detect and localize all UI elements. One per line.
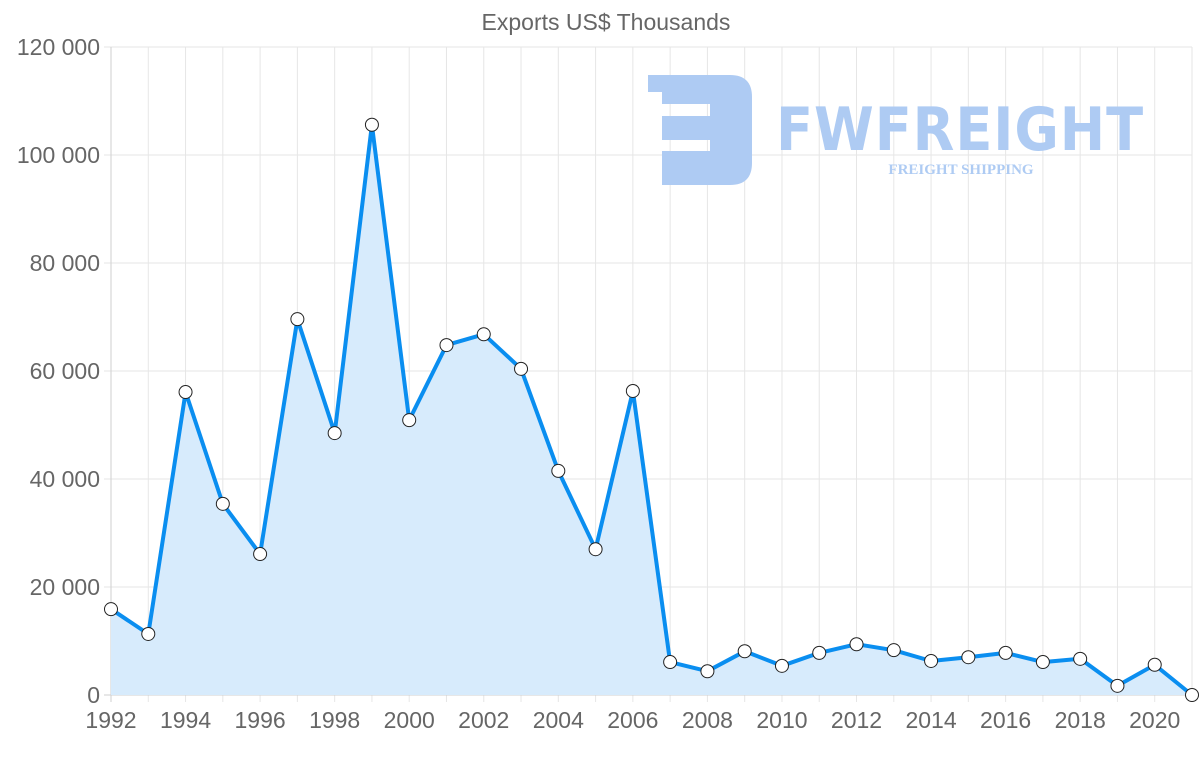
- y-tick-label: 40 000: [30, 466, 100, 492]
- data-point[interactable]: [1035, 655, 1050, 670]
- x-tick-label: 2002: [458, 707, 509, 733]
- data-point[interactable]: [625, 383, 640, 398]
- data-point[interactable]: [886, 643, 901, 658]
- data-point[interactable]: [104, 602, 118, 617]
- data-point[interactable]: [588, 542, 603, 557]
- data-point[interactable]: [663, 655, 678, 670]
- data-point[interactable]: [1073, 651, 1088, 666]
- y-tick-label: 120 000: [17, 34, 100, 60]
- y-tick-label: 0: [87, 682, 100, 708]
- data-point[interactable]: [215, 496, 230, 511]
- data-point[interactable]: [812, 645, 827, 660]
- y-tick-label: 60 000: [30, 358, 100, 384]
- data-point[interactable]: [253, 547, 268, 562]
- x-tick-label: 1992: [85, 707, 136, 733]
- data-point[interactable]: [961, 650, 976, 665]
- fwfreight-logo-icon: [648, 75, 752, 185]
- data-point[interactable]: [737, 644, 752, 659]
- y-tick-label: 100 000: [17, 142, 100, 168]
- chart-title: Exports US$ Thousands: [482, 9, 731, 35]
- data-point[interactable]: [1147, 657, 1162, 672]
- x-tick-label: 1998: [309, 707, 360, 733]
- data-point[interactable]: [551, 463, 566, 478]
- data-point[interactable]: [924, 653, 939, 668]
- x-axis: 1992 1994 1996 1998 2000 2002 2004 2006 2008 2010…: [85, 707, 1180, 733]
- data-point[interactable]: [178, 385, 193, 400]
- data-point[interactable]: [439, 338, 454, 353]
- data-point[interactable]: [998, 645, 1013, 660]
- watermark-tagline: FREIGHT SHIPPING: [888, 162, 1033, 178]
- data-point[interactable]: [849, 637, 864, 652]
- data-point[interactable]: [476, 327, 491, 342]
- fwfreight-watermark: FWFREIGHT FREIGHT SHIPPING: [648, 75, 1144, 185]
- data-point[interactable]: [700, 664, 715, 679]
- x-tick-label: 1994: [160, 707, 211, 733]
- y-tick-label: 80 000: [30, 250, 100, 276]
- x-tick-label: 2016: [980, 707, 1031, 733]
- x-tick-label: 2014: [905, 707, 956, 733]
- x-tick-label: 2010: [756, 707, 807, 733]
- x-tick-label: 2004: [533, 707, 584, 733]
- data-point[interactable]: [514, 361, 529, 376]
- data-point[interactable]: [141, 626, 156, 641]
- x-tick-label: 2000: [384, 707, 435, 733]
- x-tick-label: 2012: [831, 707, 882, 733]
- y-tick-label: 20 000: [30, 574, 100, 600]
- data-points: [104, 117, 1199, 702]
- y-axis: 0 20 000 40 000 60 000 80 000 100 000 120 000: [17, 34, 100, 708]
- data-point[interactable]: [290, 312, 305, 327]
- x-tick-label: 2020: [1129, 707, 1180, 733]
- watermark-brand: FWFREIGHT: [776, 95, 1144, 165]
- x-tick-label: 2006: [607, 707, 658, 733]
- x-tick-label: 2008: [682, 707, 733, 733]
- data-point[interactable]: [1185, 688, 1199, 702]
- data-point[interactable]: [327, 426, 342, 441]
- x-tick-label: 1996: [235, 707, 286, 733]
- data-point[interactable]: [774, 658, 789, 673]
- data-point[interactable]: [1110, 678, 1125, 693]
- data-point[interactable]: [364, 117, 379, 132]
- x-tick-label: 2018: [1055, 707, 1106, 733]
- data-point[interactable]: [402, 413, 417, 428]
- area-fill: [111, 124, 1192, 696]
